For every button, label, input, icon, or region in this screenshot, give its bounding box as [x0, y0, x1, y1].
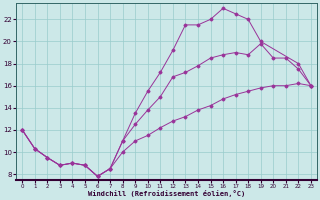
- X-axis label: Windchill (Refroidissement éolien,°C): Windchill (Refroidissement éolien,°C): [88, 190, 245, 197]
